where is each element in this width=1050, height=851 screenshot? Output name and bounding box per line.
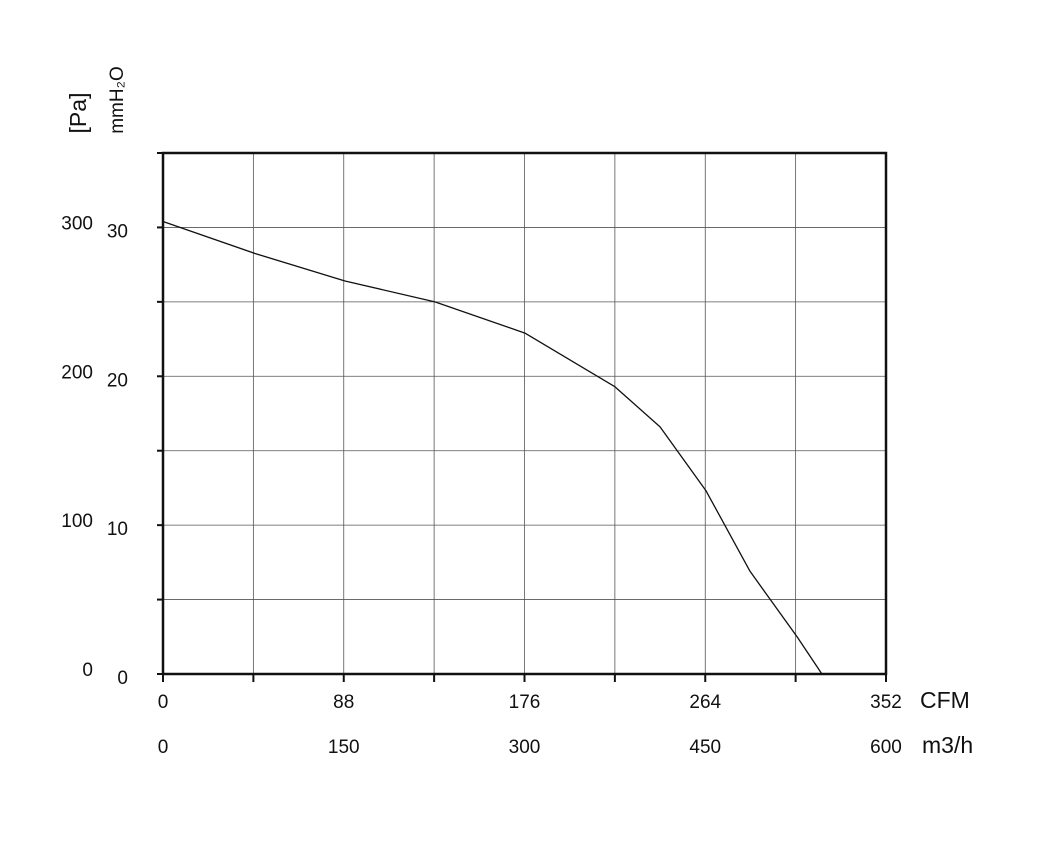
x2-tick-label: 0 [158,737,169,758]
y2-tick-label: 10 [107,519,128,540]
x-tick-label: 176 [509,692,541,713]
x2-axis-label: m3/h [922,732,973,758]
plot-frame [161,151,888,676]
y-tick-label: 0 [82,660,93,681]
y2-tick-label: 0 [117,668,128,689]
x2-tick-label: 300 [509,737,541,758]
y-tick-label: 200 [61,362,93,383]
x-tick-label: 352 [870,692,902,713]
y2-tick-label: 30 [107,221,128,242]
curve [162,220,823,675]
x2-tick-label: 150 [328,737,360,758]
y2-tick-label: 20 [107,370,128,391]
x-tick-label: 88 [333,692,354,713]
y-tick-label: 300 [61,213,93,234]
y-tick-label: 100 [61,511,93,532]
x-axis-label: CFM [920,687,970,713]
x2-tick-label: 450 [689,737,721,758]
y-axis-label: [Pa] [65,93,91,134]
x-tick-label: 264 [689,692,721,713]
x-tick-label: 0 [158,692,169,713]
y2-axis-label: mmH₂O [107,66,128,134]
x2-tick-label: 600 [870,737,902,758]
